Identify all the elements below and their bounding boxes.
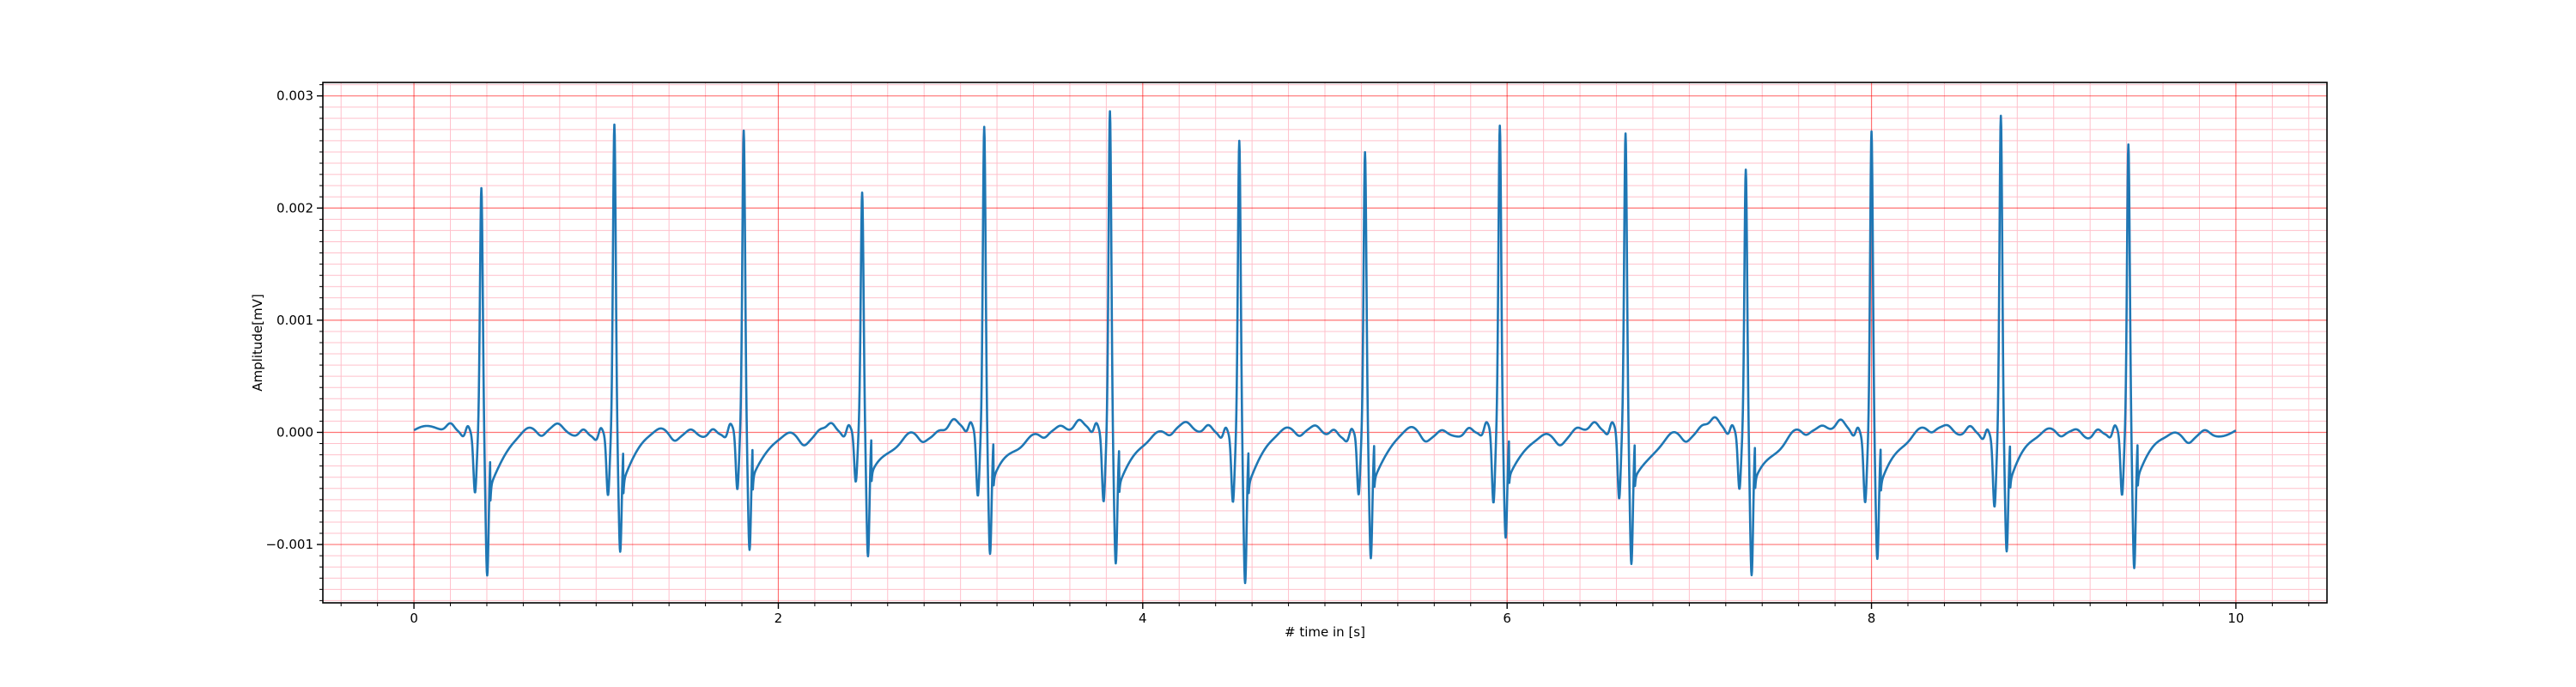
y-tick-label: 0.002 bbox=[276, 200, 313, 216]
y-tick-label: −0.001 bbox=[265, 537, 313, 552]
y-axis: −0.001 0.000 0.001 0.002 0.003 bbox=[265, 84, 323, 601]
minor-grid bbox=[323, 82, 2327, 603]
x-tick-label: 10 bbox=[2227, 611, 2244, 626]
x-tick-label: 8 bbox=[1868, 611, 1876, 626]
x-tick-label: 2 bbox=[775, 611, 783, 626]
x-tick-label: 4 bbox=[1139, 611, 1147, 626]
y-tick-label: 0.003 bbox=[276, 88, 313, 104]
ecg-series-line bbox=[413, 110, 2237, 585]
y-tick-label: 0.001 bbox=[276, 313, 313, 328]
y-tick-label: 0.000 bbox=[276, 424, 313, 440]
x-tick-label: 0 bbox=[410, 611, 418, 626]
x-axis: 0 2 4 6 8 10 bbox=[340, 603, 2310, 626]
x-tick-label: 6 bbox=[1503, 611, 1511, 626]
x-axis-label: # time in [s] bbox=[1285, 624, 1365, 640]
y-axis-label: Amplitude[mV] bbox=[250, 294, 265, 391]
